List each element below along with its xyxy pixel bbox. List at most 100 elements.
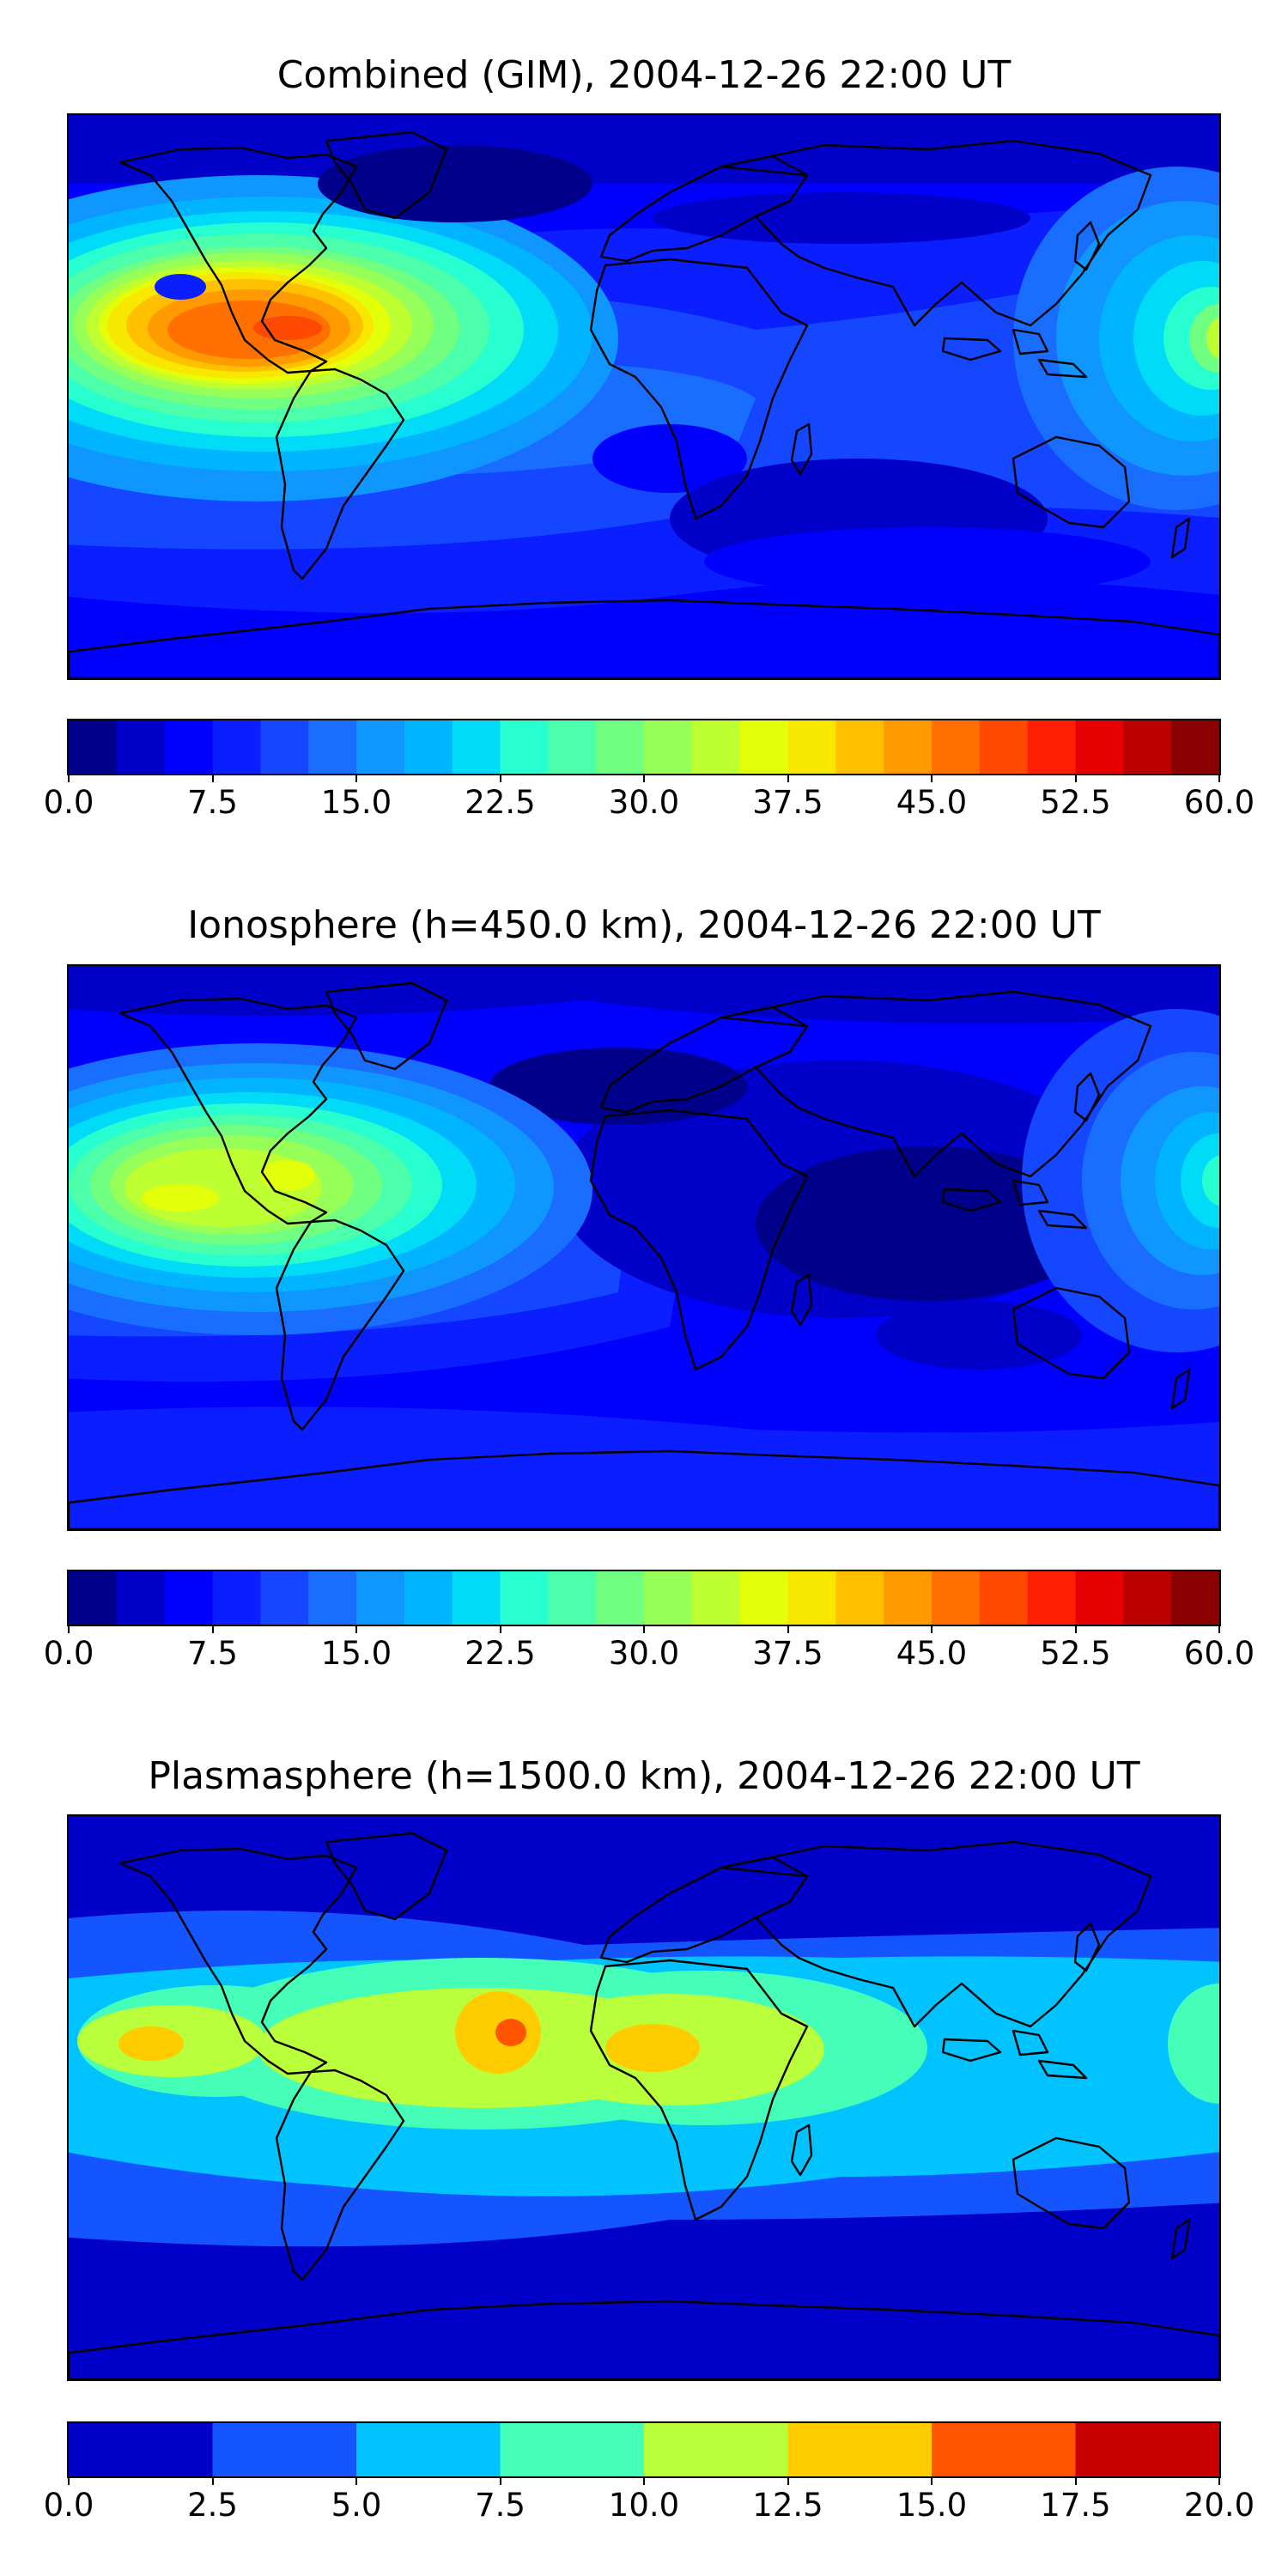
panel-3-title: Plasmasphere (h=1500.0 km), 2004-12-26 2… <box>148 1754 1140 1798</box>
colorbar-band <box>1075 720 1124 774</box>
colorbar-tick-mark <box>787 774 789 782</box>
panel-2-colorbar-bands <box>69 1571 1219 1625</box>
colorbar-tick-mark <box>643 2476 645 2485</box>
colorbar-tick-mark <box>1074 2476 1077 2485</box>
colorbar-band <box>1075 2423 1219 2476</box>
coastline <box>325 131 448 220</box>
colorbar-band <box>356 720 405 774</box>
colorbar-tick-label: 45.0 <box>896 784 968 821</box>
coastline <box>790 422 813 476</box>
colorbar-band <box>404 1571 453 1625</box>
coastline <box>589 258 809 520</box>
colorbar-tick-label: 22.5 <box>465 784 536 821</box>
colorbar-tick-mark <box>499 774 501 782</box>
colorbar-tick-label: 22.5 <box>465 1635 536 1672</box>
colorbar-band <box>356 2423 501 2476</box>
colorbar-band <box>452 720 501 774</box>
colorbar-tick-label: 45.0 <box>896 1635 968 1672</box>
colorbar-tick-label: 15.0 <box>320 1635 392 1672</box>
colorbar-band <box>932 2423 1077 2476</box>
colorbar-band <box>69 2423 214 2476</box>
coastline <box>1012 2136 1131 2230</box>
colorbar-tick-label: 52.5 <box>1040 784 1111 821</box>
coastline <box>69 2300 1219 2379</box>
panel-1-map <box>67 113 1221 680</box>
panel-3-colorbar-bands <box>69 2423 1219 2476</box>
panel-2-colorbar <box>67 1570 1221 1626</box>
colorbar-band <box>644 2423 789 2476</box>
colorbar-band <box>212 720 261 774</box>
colorbar-band <box>835 1571 884 1625</box>
colorbar-band <box>787 720 836 774</box>
colorbar-tick-label: 37.5 <box>752 1635 823 1672</box>
colorbar-band <box>884 720 933 774</box>
panel-1-colorbar <box>67 719 1221 775</box>
colorbar-band <box>596 1571 645 1625</box>
coastline <box>941 328 1088 379</box>
colorbar-tick-label: 2.5 <box>187 2487 238 2524</box>
colorbar-tick-mark <box>68 2476 70 2485</box>
coastline <box>1170 1368 1191 1410</box>
colorbar-tick-label: 7.5 <box>475 2487 526 2524</box>
colorbar-tick-label: 60.0 <box>1183 1635 1255 1672</box>
colorbar-tick-mark <box>787 1625 789 1633</box>
colorbar-band <box>691 1571 741 1625</box>
colorbar-tick-mark <box>68 1625 70 1633</box>
panel-1-colorbar-bands <box>69 720 1219 774</box>
coastline <box>589 1959 809 2221</box>
colorbar-band <box>260 1571 309 1625</box>
colorbar-band <box>1123 720 1172 774</box>
coastline <box>1073 221 1101 271</box>
colorbar-band <box>1171 720 1219 774</box>
colorbar-tick-mark <box>931 1625 933 1633</box>
colorbar-tick-label: 0.0 <box>43 784 94 821</box>
coastline <box>275 368 405 580</box>
colorbar-band <box>308 720 357 774</box>
colorbar-band <box>356 1571 405 1625</box>
colorbar-tick-mark <box>499 2476 501 2485</box>
colorbar-tick-label: 0.0 <box>43 2487 94 2524</box>
colorbar-tick-mark <box>355 2476 357 2485</box>
colorbar-band <box>644 1571 693 1625</box>
coastline <box>275 2069 405 2281</box>
colorbar-band <box>979 720 1029 774</box>
coastline <box>275 1218 405 1431</box>
colorbar-tick-label: 15.0 <box>320 784 392 821</box>
coastline <box>1073 1922 1101 1972</box>
colorbar-band <box>1123 1571 1172 1625</box>
colorbar-tick-mark <box>211 774 214 782</box>
coastline <box>69 598 1219 678</box>
colorbar-band <box>69 1571 118 1625</box>
colorbar-tick-label: 7.5 <box>187 784 238 821</box>
colorbar-band <box>1075 1571 1124 1625</box>
coastline <box>325 981 448 1071</box>
colorbar-tick-mark <box>643 774 645 782</box>
colorbar-band <box>164 720 214 774</box>
colorbar-tick-mark <box>931 774 933 782</box>
panel-2-map <box>67 964 1221 1531</box>
coastline <box>118 146 358 374</box>
colorbar-band <box>212 2423 357 2476</box>
colorbar-band <box>212 1571 261 1625</box>
coastline <box>790 1273 813 1327</box>
colorbar-tick-mark <box>68 774 70 782</box>
colorbar-tick-label: 37.5 <box>752 784 823 821</box>
colorbar-tick-mark <box>499 1625 501 1633</box>
colorbar-band <box>116 1571 166 1625</box>
coastline <box>69 1449 1219 1529</box>
coastline <box>1012 1286 1131 1380</box>
colorbar-band <box>884 1571 933 1625</box>
colorbar-tick-label: 30.0 <box>608 784 680 821</box>
coastline <box>118 997 358 1225</box>
colorbar-band <box>932 1571 981 1625</box>
colorbar-tick-mark <box>355 1625 357 1633</box>
colorbar-band <box>739 720 789 774</box>
colorbar-band <box>308 1571 357 1625</box>
panel-2-contour-map <box>69 966 1219 1529</box>
colorbar-tick-mark <box>931 2476 933 2485</box>
colorbar-band <box>1171 1571 1219 1625</box>
colorbar-tick-mark <box>211 2476 214 2485</box>
colorbar-tick-mark <box>787 2476 789 2485</box>
panel-3-map <box>67 1814 1221 2381</box>
colorbar-band <box>500 1571 549 1625</box>
